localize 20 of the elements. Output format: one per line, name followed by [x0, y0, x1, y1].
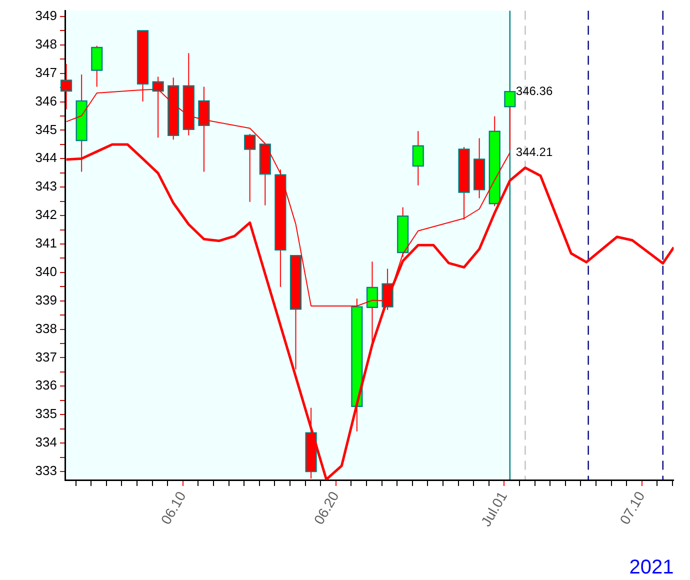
x-axis-title: 2021: [629, 556, 674, 579]
y-tick-label: 333: [35, 463, 57, 478]
y-tick-label: 334: [35, 434, 57, 450]
annotation: 344.21: [516, 145, 553, 160]
y-tick-label: 344: [35, 150, 57, 166]
y-tick-label: 349: [35, 8, 57, 24]
annotation: 346.36: [516, 84, 553, 98]
y-tick-label: 337: [35, 349, 57, 364]
y-tick-label: 341: [35, 236, 57, 251]
y-tick-label: 335: [35, 406, 57, 422]
y-tick-label: 346: [35, 93, 57, 108]
y-tick-label: 340: [35, 264, 57, 279]
y-tick-label: 339: [35, 292, 57, 308]
y-tick-label: 336: [35, 378, 57, 393]
y-tick-label: 345: [35, 122, 57, 137]
y-tick-label: 348: [35, 36, 57, 52]
y-tick-label: 342: [35, 207, 57, 222]
y-tick-label: 338: [35, 320, 57, 336]
y-tick-label: 347: [35, 64, 57, 80]
y-tick-label: 343: [35, 178, 57, 194]
